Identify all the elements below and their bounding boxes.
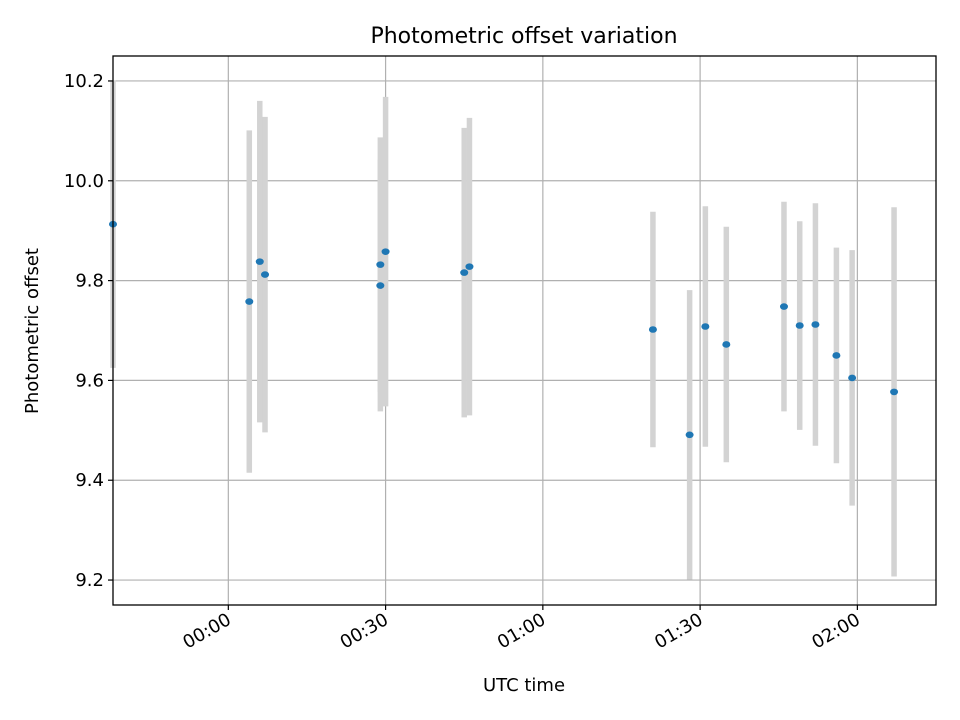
y-tick-label: 9.4 — [75, 470, 104, 491]
data-point — [779, 303, 788, 310]
data-point — [648, 326, 657, 333]
chart-title: Photometric offset variation — [370, 24, 677, 49]
x-tick-label: 00:00 — [179, 609, 234, 653]
y-tick-label: 9.8 — [75, 271, 104, 292]
x-tick-label: 01:30 — [651, 609, 706, 653]
data-point — [795, 322, 804, 329]
data-point — [381, 248, 390, 255]
data-point — [245, 298, 254, 305]
data-point — [465, 263, 474, 270]
x-tick-label: 01:00 — [494, 609, 549, 653]
data-point — [255, 258, 264, 265]
x-tick-label: 00:30 — [337, 609, 392, 653]
data-point — [890, 388, 899, 396]
data-point — [701, 323, 710, 330]
data-point — [376, 282, 385, 289]
data-point — [848, 374, 857, 382]
data-point — [811, 321, 820, 328]
y-axis-label: Photometric offset — [22, 248, 43, 414]
data-point — [460, 269, 469, 276]
plot-frame — [112, 55, 937, 606]
y-tick-label: 10.0 — [64, 171, 104, 192]
data-point — [376, 261, 385, 268]
y-tick-label: 10.2 — [64, 71, 104, 92]
x-tick-label: 02:00 — [808, 609, 863, 653]
y-tick-label: 9.6 — [75, 370, 104, 391]
x-axis-label: UTC time — [483, 675, 565, 696]
y-tick-label: 9.2 — [75, 570, 104, 591]
data-point — [261, 271, 270, 278]
data-point — [832, 352, 841, 359]
data-point — [685, 431, 694, 439]
data-point — [722, 341, 731, 348]
